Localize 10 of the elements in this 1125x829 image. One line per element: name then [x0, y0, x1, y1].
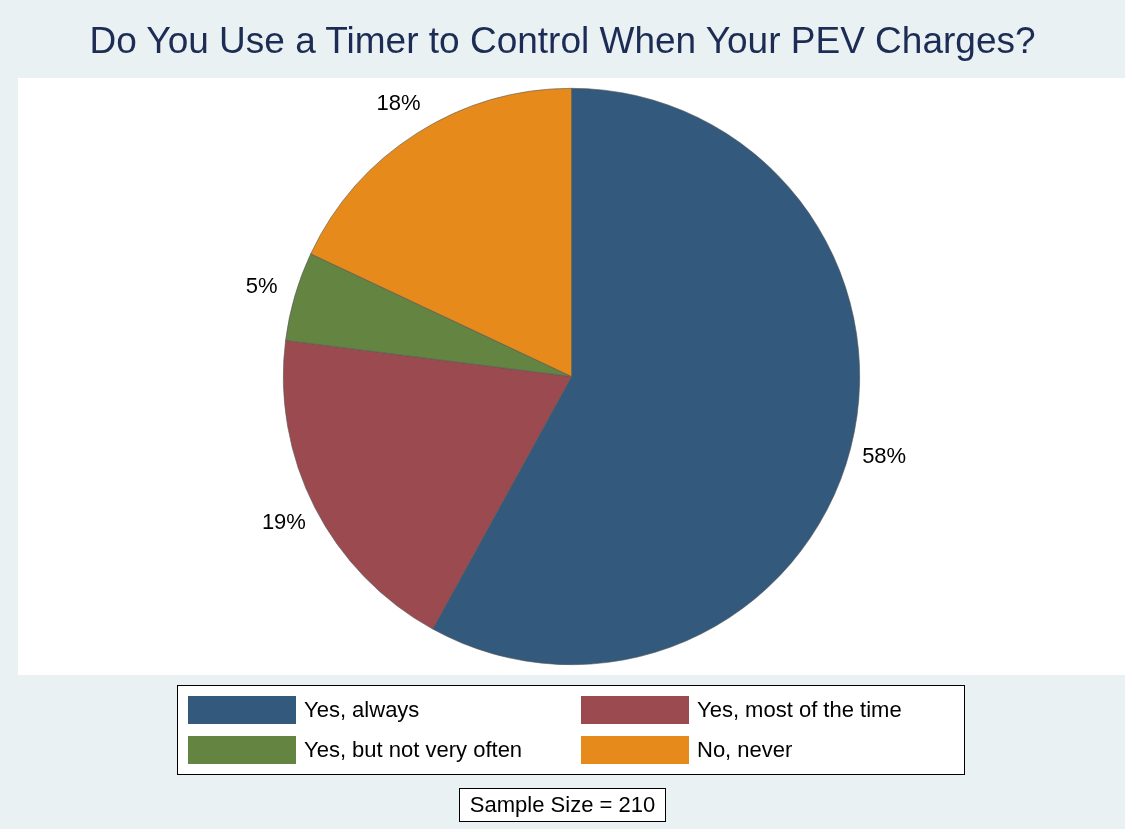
- data-label: 18%: [376, 90, 421, 116]
- text: Sample Size = 210: [458, 788, 667, 822]
- data-label: 19%: [261, 509, 306, 535]
- legend-label: No, never: [697, 737, 793, 763]
- legend-label: Yes, most of the time: [697, 697, 902, 723]
- legend-label: Yes, always: [304, 697, 420, 723]
- data-label: 5%: [245, 272, 278, 298]
- chart-title: Do You Use a Timer to Control When Your PEV Charges?: [88, 20, 1037, 62]
- data-label: 58%: [862, 442, 907, 468]
- legend-label: Yes, but not very often: [304, 737, 523, 763]
